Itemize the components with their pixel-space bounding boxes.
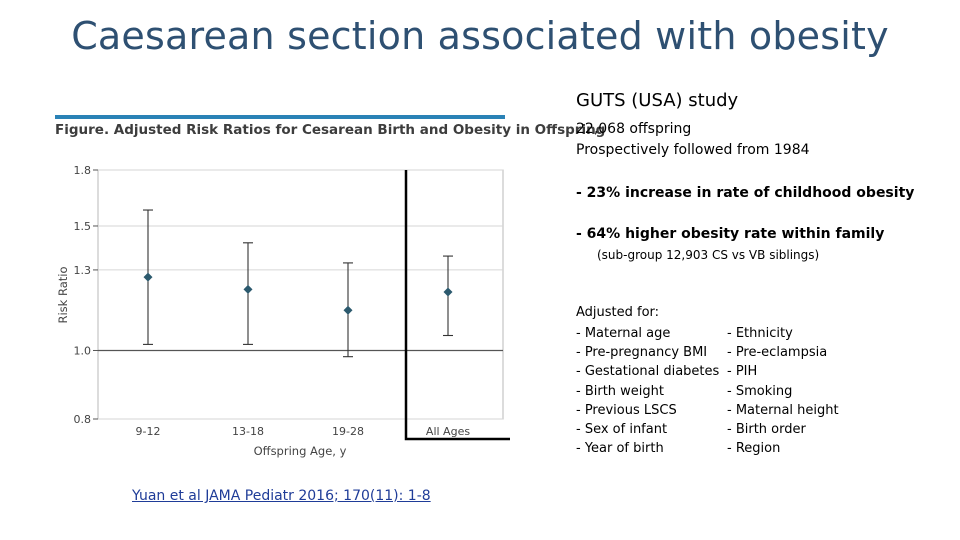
- plot-frame: [97, 169, 504, 420]
- finding-childhood-obesity: - 23% increase in rate of childhood obes…: [576, 185, 915, 201]
- adjusted-item: - Sex of infant: [576, 421, 668, 437]
- subgroup-note: (sub-group 12,903 CS vs VB siblings): [597, 248, 820, 262]
- data-point: [343, 305, 353, 315]
- adjusted-item: - Pre-pregnancy BMI: [576, 345, 708, 361]
- figure-caption: Figure. Adjusted Risk Ratios for Cesarea…: [55, 122, 606, 138]
- y-tick-label: 1.5: [74, 220, 92, 233]
- figure-rule: [55, 115, 505, 119]
- x-tick-label: 9-12: [136, 425, 161, 438]
- study-offspring: 22,068 offspring: [576, 121, 692, 137]
- data-point: [243, 284, 253, 294]
- y-tick-label: 0.8: [74, 413, 92, 426]
- adjusted-item: - Maternal age: [576, 326, 671, 341]
- y-tick-label: 1.8: [74, 164, 92, 177]
- adjusted-heading: Adjusted for:: [576, 305, 660, 320]
- x-tick-label: 19-28: [332, 425, 364, 438]
- y-tick-label: 1.0: [74, 344, 92, 357]
- y-axis-title: Risk Ratio: [56, 266, 70, 323]
- adjusted-item: - Maternal height: [727, 402, 839, 418]
- adjusted-item: - Pre-eclampsia: [727, 345, 828, 361]
- citation-link[interactable]: Yuan et al JAMA Pediatr 2016; 170(11): 1…: [132, 488, 431, 504]
- data-point: [143, 272, 153, 282]
- study-title: GUTS (USA) study: [576, 90, 739, 111]
- adjusted-item: - Previous LSCS: [576, 402, 677, 418]
- adjusted-item: - PIH: [727, 364, 758, 380]
- adjusted-item: - Birth order: [727, 421, 806, 437]
- study-followup: Prospectively followed from 1984: [576, 142, 810, 158]
- all-ages-bracket: [404, 170, 510, 441]
- data-point: [443, 287, 453, 297]
- slide-title: Caesarean section associated with obesit…: [71, 14, 889, 58]
- x-axis-title: Offspring Age, y: [254, 444, 347, 458]
- adjusted-item: - Region: [727, 441, 781, 457]
- finding-family-obesity: - 64% higher obesity rate within family: [576, 226, 885, 242]
- adjusted-right-list: - Ethnicity - Pre-eclampsia - PIH - Smok…: [727, 324, 839, 458]
- y-tick-label: 1.3: [74, 264, 92, 277]
- adjusted-item: - Smoking: [727, 383, 793, 399]
- adjusted-item: - Gestational diabetes: [576, 364, 720, 380]
- risk-ratio-chart: 0.8 1.0 1.3 1.5 1.8 9-12 13-18 19-28 All Ages Off…: [56, 164, 510, 458]
- adjusted-left-list: - Maternal age - Pre-pregnancy BMI - Ges…: [576, 324, 719, 458]
- adjusted-item: - Year of birth: [576, 441, 664, 457]
- adjusted-item: - Birth weight: [576, 383, 664, 399]
- x-tick-label: 13-18: [232, 425, 264, 438]
- x-tick-label: All Ages: [426, 425, 470, 438]
- adjusted-item: - Ethnicity: [727, 326, 793, 341]
